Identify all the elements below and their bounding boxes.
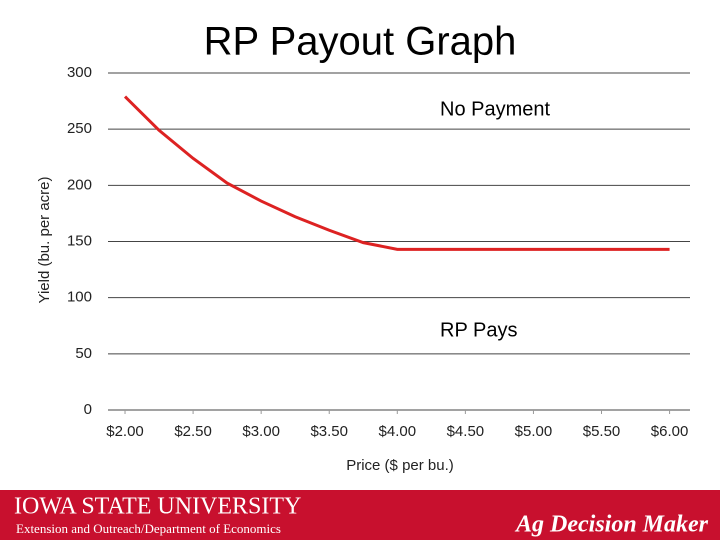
department: Extension and Outreach/Department of Eco… (16, 521, 281, 536)
x-tick-label: $3.00 (242, 423, 280, 440)
y-tick-label: 100 (67, 289, 92, 306)
y-tick-label: 300 (67, 64, 92, 81)
brand: Ag Decision Maker (514, 512, 709, 538)
x-tick-label: $5.50 (583, 423, 621, 440)
chart-title: RP Payout Graph (204, 20, 517, 64)
annotation: No Payment (440, 98, 550, 120)
footer-bar (0, 490, 720, 540)
x-tick-label: $2.00 (106, 423, 144, 440)
y-tick-label: 250 (67, 120, 92, 137)
university-name: Iowa State University (14, 494, 301, 520)
y-tick-label: 0 (84, 401, 92, 418)
x-tick-label: $5.00 (515, 423, 553, 440)
y-tick-label: 150 (67, 232, 92, 249)
data-line (123, 95, 670, 251)
annotation: RP Pays (440, 319, 517, 341)
y-tick-label: 50 (75, 345, 92, 362)
x-tick-label: $6.00 (651, 423, 689, 440)
x-tick-label: $3.50 (310, 423, 348, 440)
x-tick-label: $4.00 (379, 423, 417, 440)
x-tick-label: $4.50 (447, 423, 485, 440)
y-tick-label: 200 (67, 176, 92, 193)
x-tick-label: $2.50 (174, 423, 212, 440)
y-axis-label: Yield (bu. per acre) (36, 176, 53, 303)
x-axis-label: Price ($ per bu.) (346, 457, 454, 474)
